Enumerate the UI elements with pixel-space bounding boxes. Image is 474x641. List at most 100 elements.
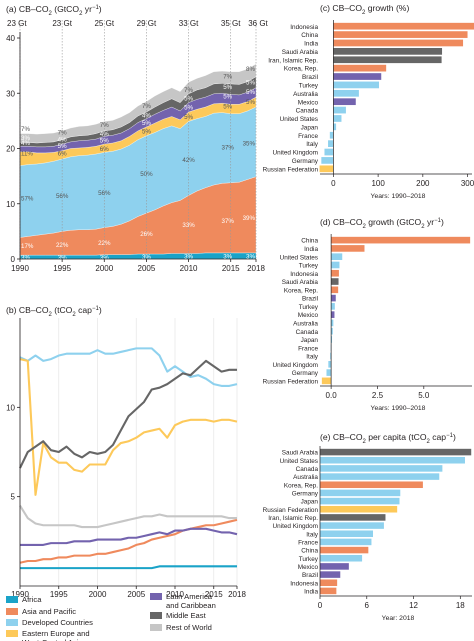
share-label: 3% [246,254,255,261]
total-label: 36 Gt [248,19,268,28]
bar-russian-federation [319,165,334,173]
category-label: Russian Federation [263,378,319,385]
bar-india [320,587,337,595]
category-label: Italy [306,531,319,538]
category-label: Italy [306,354,319,361]
share-label: 33% [182,222,195,229]
x-tick-label: 2.5 [372,391,384,400]
share-label: 5% [223,94,232,101]
share-label: 5% [246,99,255,106]
bar-united-states [333,115,342,122]
bar-france [329,131,334,139]
bar-australia [320,473,440,480]
category-label: Iran, Islamic Rep. [268,57,318,64]
title-part: growth (GtCO [366,217,422,227]
share-label: 5% [223,103,232,110]
bar-australia [333,89,359,97]
x-tick-label: 1990 [11,264,29,273]
title-part: ) [99,305,102,315]
share-label: 4% [58,137,67,144]
bar-united-kingdom [320,522,384,529]
total-label: 23 Gt [52,19,72,28]
legend-label: Asia and Pacific [22,607,76,616]
legend-swatch [6,596,18,603]
share-label: 5% [142,120,151,127]
bar-india [333,39,464,47]
x-tick-label: 0 [318,601,323,610]
title-part: growth (%) [365,3,409,13]
category-label: Japan [301,124,319,131]
legend-swatch [6,619,18,626]
category-label: Australia [293,321,318,328]
x-tick-label: 200 [416,179,430,188]
title-part: ) [99,4,102,14]
line-series-rest-of-world [19,505,237,529]
x-tick-label: 2018 [247,264,265,273]
y-tick-label: 10 [6,403,15,412]
share-label: 3% [184,254,193,261]
category-label: Korea, Rep. [284,66,318,73]
share-label: 39% [243,215,256,222]
bar-iran-islamic-rep- [333,56,442,64]
y-tick-label: 40 [6,34,15,43]
bar-saudi-arabia [331,278,339,285]
x-axis-label: Years: 1990–2018 [371,405,426,412]
share-label: 3% [100,254,109,261]
category-label: Turkey [299,556,319,563]
legend-label: Eastern Europe and [22,629,90,638]
bar-india [331,245,365,252]
bar-mexico [320,563,349,570]
bar-united-kingdom [324,148,334,156]
share-label: 5% [246,80,255,87]
bar-china [331,236,471,244]
share-label: 6% [58,150,67,157]
category-label: Australia [293,474,318,481]
category-label: Indonesia [290,271,318,278]
x-tick-label: 5.0 [418,391,430,400]
chart-title-b: (b) CB–CO2 (tCO2 cap−1) [6,305,102,318]
title-part: (tCO [52,305,73,315]
share-label: 5% [246,89,255,96]
bar-mexico [331,311,335,318]
title-part: (b) CB–CO [6,305,49,315]
title-part: cap [76,305,92,315]
category-label: Korea, Rep. [284,287,318,294]
title-part: ) [453,432,456,442]
x-tick-label: 1995 [50,590,68,599]
bar-france [320,538,372,546]
x-tick-label: 2010 [180,264,198,273]
x-tick-label: 0.0 [326,391,338,400]
title-part: 2 [363,439,367,445]
y-tick-label: 30 [6,89,15,98]
line-series-developed-countries [19,347,238,387]
share-label: 5% [142,128,151,135]
line-series-africa [20,565,237,570]
bar-russian-federation [321,377,332,385]
bar-germany [321,157,334,164]
bar-korea-rep- [331,286,339,294]
category-label: United Kingdom [273,362,318,369]
bar-germany [320,489,401,497]
category-label: Russian Federation [263,166,319,173]
title-part: yr [425,217,435,227]
category-label: France [298,133,318,140]
legend-swatch [6,630,18,637]
legend-label: Africa [22,595,42,604]
x-tick-label: 2015 [205,590,223,599]
title-part: 2 [427,439,431,445]
category-label: United Kingdom [273,523,318,530]
x-tick-label: 1995 [53,264,71,273]
share-label: 5% [100,138,109,145]
bar-china [333,31,468,38]
bar-italy [330,352,332,360]
share-label: 5% [184,96,193,103]
bar-russian-federation [320,505,398,513]
share-label: 7% [184,87,193,94]
bar-korea-rep- [320,481,423,489]
x-tick-label: 2000 [95,264,113,273]
chart-title-a: (a) CB–CO2 (GtCO2 yr−1) [6,4,102,17]
share-label: 3% [223,254,232,261]
bar-turkey [331,303,335,310]
title-part: (a) CB–CO [6,4,49,14]
category-label: France [298,540,318,547]
